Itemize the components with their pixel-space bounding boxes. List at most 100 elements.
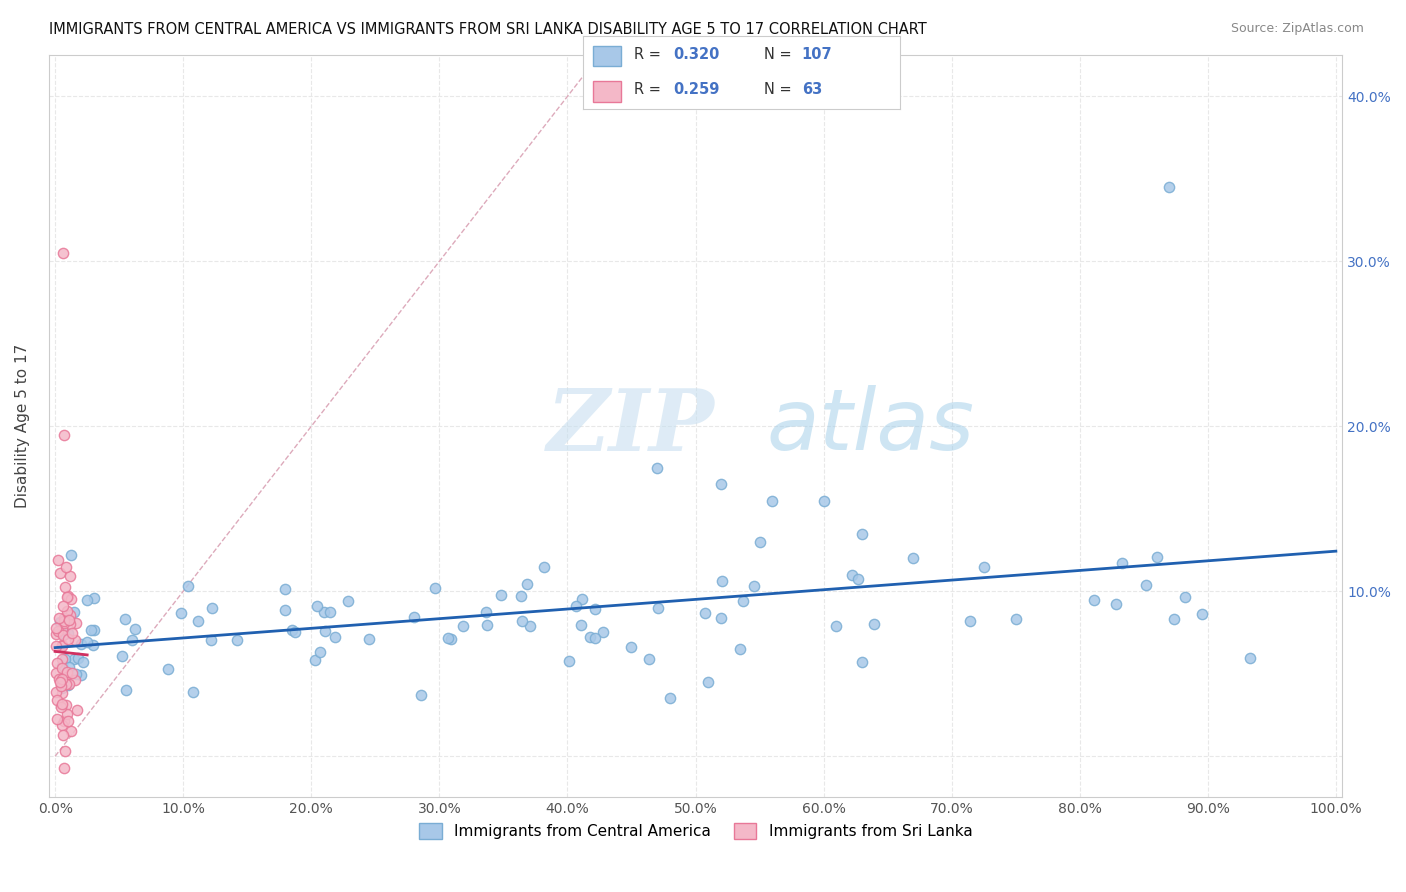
Point bbox=[761, 493, 783, 508]
Point bbox=[45, 666, 67, 681]
Text: R =: R = bbox=[634, 82, 665, 97]
Point bbox=[187, 614, 209, 628]
Point bbox=[45, 627, 67, 641]
Text: 63: 63 bbox=[801, 82, 823, 97]
Point bbox=[645, 460, 668, 475]
Point bbox=[742, 579, 765, 593]
Point bbox=[510, 589, 533, 603]
Point bbox=[55, 698, 77, 712]
Point bbox=[66, 703, 89, 717]
Point bbox=[710, 611, 733, 625]
Point bbox=[59, 592, 82, 607]
Point bbox=[124, 622, 146, 636]
Point bbox=[48, 610, 70, 624]
Point bbox=[58, 660, 80, 674]
Point bbox=[52, 628, 75, 642]
Point bbox=[973, 559, 995, 574]
Point bbox=[578, 630, 600, 644]
Point bbox=[80, 624, 103, 638]
Point bbox=[851, 655, 873, 669]
Point bbox=[53, 761, 76, 775]
Point bbox=[1146, 549, 1168, 564]
Point bbox=[49, 680, 72, 694]
Point bbox=[323, 630, 346, 644]
Point bbox=[56, 604, 79, 618]
Point bbox=[56, 589, 79, 603]
Point bbox=[658, 691, 681, 706]
Point bbox=[48, 566, 70, 580]
Point bbox=[46, 712, 69, 726]
Point bbox=[46, 553, 69, 567]
Point bbox=[274, 603, 297, 617]
Point bbox=[69, 637, 91, 651]
Point bbox=[475, 617, 498, 632]
Point bbox=[58, 607, 80, 622]
Point bbox=[569, 618, 592, 632]
Point bbox=[114, 612, 136, 626]
Point bbox=[571, 592, 593, 607]
Point bbox=[60, 723, 83, 738]
Point bbox=[60, 665, 83, 680]
Point bbox=[76, 634, 98, 648]
Point bbox=[121, 633, 143, 648]
Point bbox=[59, 616, 82, 631]
Point bbox=[411, 688, 433, 702]
Point bbox=[519, 619, 541, 633]
Point bbox=[533, 560, 555, 574]
Point bbox=[49, 699, 72, 714]
Point bbox=[52, 599, 75, 614]
Point bbox=[56, 667, 79, 681]
Point bbox=[56, 714, 79, 728]
Point bbox=[58, 676, 80, 690]
Point bbox=[53, 580, 76, 594]
Point bbox=[52, 611, 75, 625]
Point bbox=[309, 645, 332, 659]
Point bbox=[748, 534, 770, 549]
Point bbox=[49, 615, 72, 629]
Y-axis label: Disability Age 5 to 17: Disability Age 5 to 17 bbox=[15, 344, 30, 508]
FancyBboxPatch shape bbox=[593, 81, 621, 102]
Point bbox=[336, 593, 359, 607]
Point bbox=[46, 801, 69, 815]
Point bbox=[1163, 613, 1185, 627]
Text: 0.259: 0.259 bbox=[673, 82, 720, 97]
Point bbox=[55, 559, 77, 574]
Point bbox=[56, 678, 79, 692]
Point bbox=[72, 655, 94, 669]
Point bbox=[53, 627, 76, 641]
Point bbox=[67, 651, 90, 665]
Text: N =: N = bbox=[763, 82, 796, 97]
Point bbox=[1191, 607, 1213, 621]
Point bbox=[728, 642, 751, 657]
Point bbox=[1239, 650, 1261, 665]
Point bbox=[170, 607, 193, 621]
Point bbox=[45, 621, 67, 635]
Point bbox=[200, 632, 222, 647]
Point bbox=[56, 632, 79, 646]
Point bbox=[491, 588, 513, 602]
Point bbox=[1174, 590, 1197, 604]
Point bbox=[56, 625, 79, 640]
Point bbox=[51, 697, 73, 711]
Point bbox=[181, 685, 204, 699]
Point bbox=[51, 638, 73, 652]
Point bbox=[60, 626, 83, 640]
Text: atlas: atlas bbox=[766, 384, 974, 467]
Point bbox=[959, 614, 981, 628]
Point bbox=[59, 569, 82, 583]
Point bbox=[51, 671, 73, 685]
Point bbox=[305, 599, 328, 614]
Point bbox=[558, 654, 581, 668]
Point bbox=[83, 591, 105, 605]
Point bbox=[697, 675, 720, 690]
Point bbox=[51, 661, 73, 675]
Point bbox=[475, 605, 498, 619]
Text: 107: 107 bbox=[801, 47, 832, 62]
Point bbox=[55, 707, 77, 722]
Point bbox=[52, 729, 75, 743]
Point bbox=[45, 684, 67, 698]
Point bbox=[592, 625, 614, 640]
Point bbox=[177, 579, 200, 593]
Text: R =: R = bbox=[634, 47, 665, 62]
Point bbox=[58, 613, 80, 627]
